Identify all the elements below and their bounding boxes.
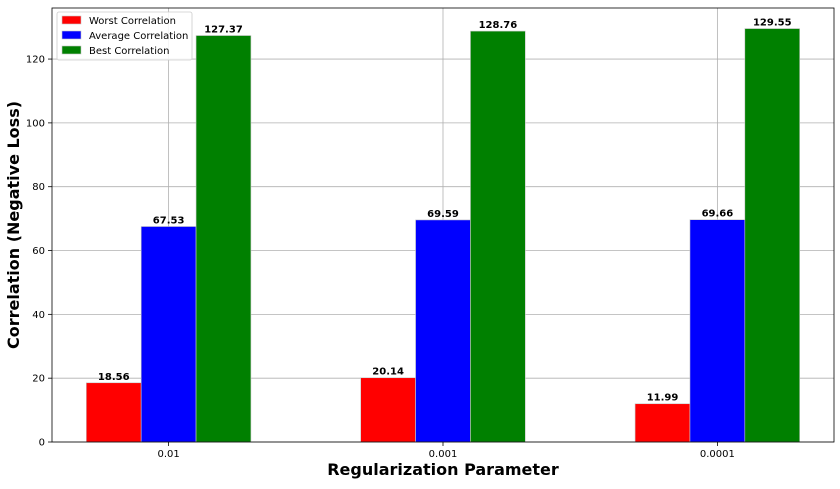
value-labels: 18.56 20.14 11.99 67.53 69.59 69.66 127.37 128.… xyxy=(98,18,792,404)
bar-average-correlation xyxy=(140,226,197,443)
legend-box xyxy=(56,11,193,61)
y-tick-label: 40 xyxy=(32,310,45,321)
bar-value-label: 69.66 xyxy=(702,209,734,220)
bar-worst-correlation xyxy=(85,382,142,443)
y-tick-label: 100 xyxy=(26,118,45,129)
legend-swatch xyxy=(61,30,82,40)
legend: Worst Correlation Average Correlation Best… xyxy=(56,11,193,61)
bar-worst-correlation xyxy=(360,377,416,443)
bar-value-label: 69.59 xyxy=(427,209,459,220)
bar-best-correlation xyxy=(744,28,801,443)
legend-label: Best Correlation xyxy=(89,46,169,57)
bar-value-label: 128.76 xyxy=(479,20,518,31)
bar-value-label: 129.55 xyxy=(753,18,792,29)
y-tick-label: 20 xyxy=(32,374,45,385)
y-tick-label: 0 xyxy=(39,438,45,449)
bar-value-label: 18.56 xyxy=(98,372,130,383)
x-axis-title: Regularization Parameter xyxy=(327,460,559,479)
x-tick-label: 0.01 xyxy=(157,449,179,460)
y-axis-title: Correlation (Negative Loss) xyxy=(4,101,23,349)
bar-best-correlation xyxy=(195,35,252,443)
y-tick-label: 60 xyxy=(32,246,45,257)
legend-swatch xyxy=(61,15,82,25)
bar-value-label: 20.14 xyxy=(372,367,404,378)
y-tick-label: 120 xyxy=(26,55,45,66)
x-tick-label: 0.0001 xyxy=(700,449,735,460)
legend-label: Worst Correlation xyxy=(89,16,176,27)
bars xyxy=(85,28,801,443)
legend-swatch xyxy=(61,45,82,55)
bar-worst-correlation xyxy=(634,403,691,443)
bar-average-correlation xyxy=(689,219,746,443)
bar-value-label: 67.53 xyxy=(153,215,185,226)
axis-ticks: 0 20 40 60 80 100 120 0.01 0.001 0.0001 xyxy=(26,55,735,460)
x-tick-label: 0.001 xyxy=(429,449,458,460)
y-tick-label: 80 xyxy=(32,182,45,193)
bar-average-correlation xyxy=(415,219,471,443)
bar-value-label: 11.99 xyxy=(647,393,679,404)
legend-label: Average Correlation xyxy=(89,31,188,42)
bar-value-label: 127.37 xyxy=(204,25,243,36)
bar-best-correlation xyxy=(470,30,526,443)
